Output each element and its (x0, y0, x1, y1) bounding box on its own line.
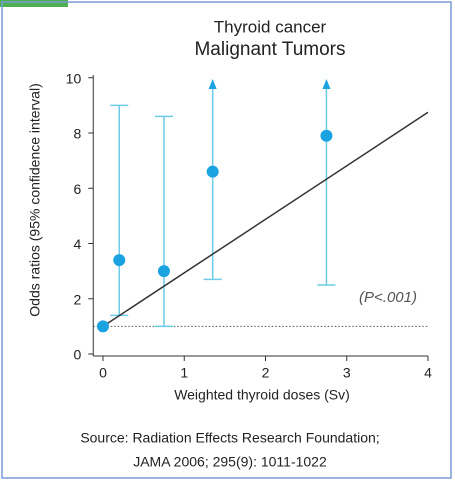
point (157, 265, 170, 278)
fit-line (102, 111, 429, 328)
tab-fragment (0, 0, 68, 7)
x-tick-label: 1 (180, 365, 188, 381)
y-axis-label: Odds ratios (95% confidence interval) (27, 83, 43, 316)
point (320, 129, 333, 142)
annotation: (P<.001) (359, 289, 417, 306)
error-arrow (322, 79, 331, 89)
source-line: Source: Radiation Effects Research Found… (80, 430, 379, 446)
y-tick-label: 8 (73, 126, 81, 142)
y-tick-label: 2 (73, 291, 81, 307)
point (113, 254, 126, 267)
x-tick-label: 2 (262, 365, 270, 381)
error-arrow (208, 79, 217, 89)
y-tick-label: 4 (73, 236, 81, 252)
x-tick-label: 0 (99, 365, 107, 381)
chart-title: Thyroid cancer (214, 17, 327, 36)
x-axis-label: Weighted thyroid doses (Sv) (174, 387, 350, 403)
y-tick-label: 0 (73, 347, 81, 363)
point (206, 165, 219, 178)
source-line: JAMA 2006; 295(9): 1011-1022 (133, 454, 327, 470)
x-tick-label: 4 (424, 365, 432, 381)
y-tick-label: 6 (73, 181, 81, 197)
point (97, 320, 109, 333)
y-tick-label: 10 (66, 70, 82, 86)
x-tick-label: 3 (343, 365, 351, 381)
chart-subtitle: Malignant Tumors (194, 39, 345, 60)
